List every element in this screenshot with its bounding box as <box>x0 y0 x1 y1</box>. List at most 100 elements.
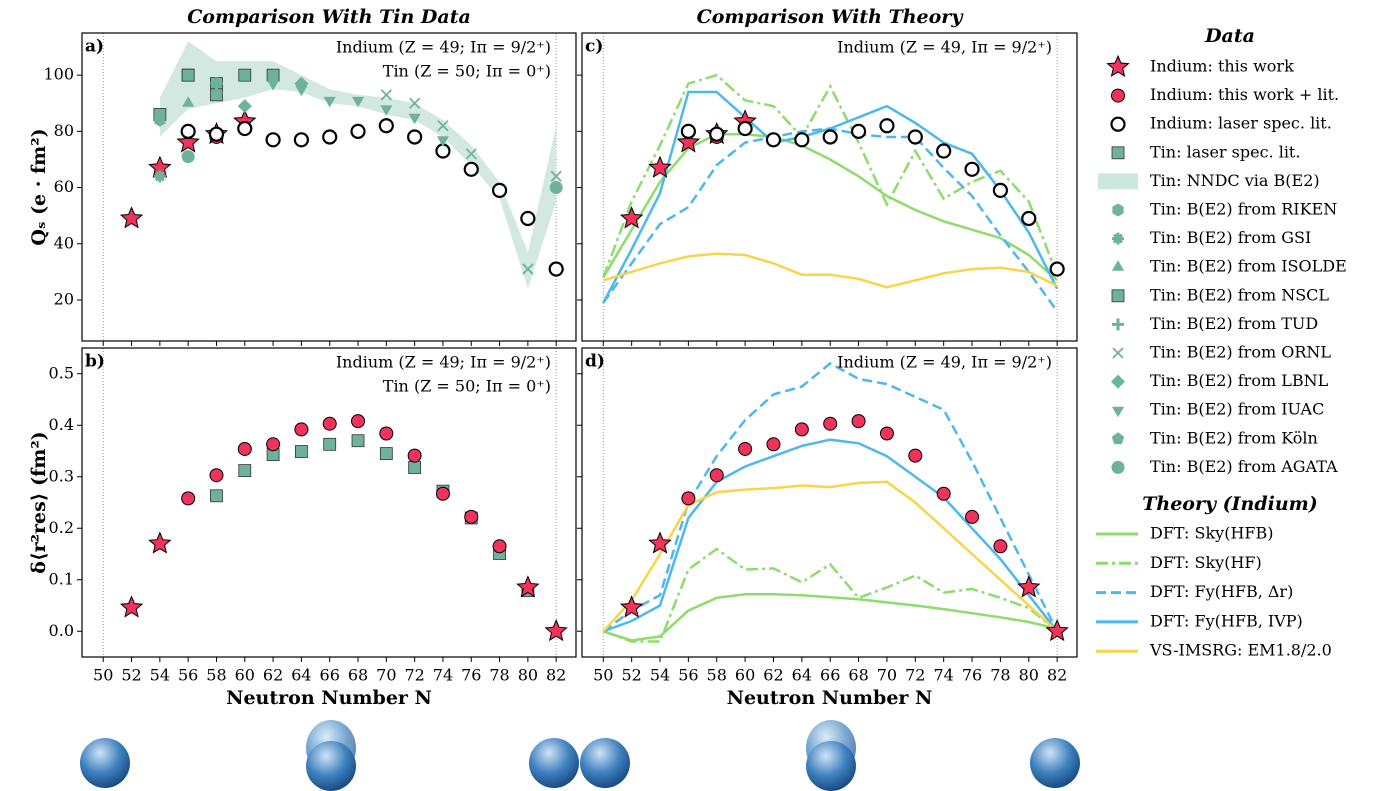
legend-label: DFT: Fy(HFB, Δr) <box>1150 582 1293 601</box>
circle-marker <box>181 150 195 164</box>
legend-label: VS-IMSRG: EM1.8/2.0 <box>1149 641 1332 660</box>
x-marker <box>437 120 449 132</box>
square-marker <box>266 68 280 82</box>
open-circle-marker <box>680 123 696 139</box>
star-marker <box>516 575 540 598</box>
triangle-down-marker <box>323 96 336 108</box>
y-tick-label: 80 <box>54 121 74 140</box>
x-tick-label: 74 <box>433 666 453 685</box>
x-tick-label: 78 <box>489 666 509 685</box>
plot-area <box>602 348 1069 657</box>
circle-marker <box>851 414 866 429</box>
theory-line <box>602 73 1059 278</box>
axes-frame <box>81 32 577 342</box>
x-tick-label: 62 <box>763 666 783 685</box>
hexagon-marker <box>154 113 166 127</box>
star-marker <box>119 595 144 618</box>
open-circle-marker <box>378 118 394 134</box>
triangle-marker <box>1111 260 1125 271</box>
legend-label: DFT: Fy(HFB, IVP) <box>1150 611 1303 630</box>
square-marker <box>408 461 422 474</box>
legend-label: Tin: B(E2) from AGATA <box>1150 457 1338 476</box>
annotation: Indium (Z = 49, Iπ = 9/2⁺) <box>837 353 1052 372</box>
x-tick-label: 72 <box>905 666 925 685</box>
open-circle-marker <box>936 143 952 159</box>
circle-marker <box>936 486 951 501</box>
circle-marker <box>294 422 309 437</box>
star-marker <box>619 206 644 229</box>
x-tick-label: 68 <box>348 666 368 685</box>
open-circle-marker <box>180 123 196 139</box>
annotation: Indium (Z = 49; Iπ = 9/2⁺) <box>336 353 551 372</box>
x-tick-label: 82 <box>1047 666 1067 685</box>
circle-marker <box>181 491 196 506</box>
x-axis-label: Neutron Number N <box>226 687 432 709</box>
legend-label: Tin: B(E2) from ISOLDE <box>1150 257 1347 276</box>
y-tick-label: 0.5 <box>49 363 74 382</box>
y-axis-label: Qₛ (e · fm²) <box>28 128 50 245</box>
x-marker <box>522 263 534 275</box>
circle-marker <box>879 426 894 441</box>
circle-marker <box>407 448 422 463</box>
triangle-down-marker <box>295 85 308 97</box>
legend-label: Tin: B(E2) from Köln <box>1150 428 1318 447</box>
open-circle-marker <box>548 261 564 277</box>
diamond-marker <box>1111 374 1125 389</box>
cross-marker <box>153 170 166 183</box>
circle-marker <box>379 426 394 441</box>
open-circle-marker <box>322 129 338 145</box>
open-circle-marker <box>293 132 309 148</box>
panel-label: c) <box>585 37 603 57</box>
x-marker <box>408 97 421 109</box>
x-tick-label: 82 <box>546 666 566 685</box>
x-tick-label: 74 <box>933 666 953 685</box>
legend-label: Indium: this work + lit. <box>1150 85 1339 104</box>
x-tick-label: 64 <box>792 666 812 685</box>
x-tick-label: 50 <box>93 666 113 685</box>
annotation: Tin (Z = 50; Iπ = 0⁺) <box>383 62 551 81</box>
circle-marker <box>435 486 450 501</box>
square-marker <box>181 68 195 82</box>
panel-label: b) <box>85 352 105 372</box>
x-tick-label: 70 <box>376 666 396 685</box>
open-circle-marker <box>1049 261 1065 277</box>
plot-area <box>102 33 564 341</box>
open-circle-marker <box>1110 116 1126 132</box>
x-tick-label: 68 <box>848 666 868 685</box>
triangle-marker <box>182 96 195 107</box>
x-tick-label: 76 <box>461 666 481 685</box>
circle-marker <box>823 416 838 431</box>
square-marker <box>294 445 308 458</box>
circle-marker <box>464 509 479 524</box>
annotation: Tin (Z = 50; Iπ = 0⁺) <box>383 377 551 396</box>
x-tick-label: 56 <box>178 666 198 685</box>
plot-area <box>602 33 1065 341</box>
y-tick-label: 0.0 <box>49 621 74 640</box>
open-circle-marker <box>822 129 838 145</box>
nuclear-shapes <box>80 720 1080 791</box>
x-tick-label: 52 <box>621 666 641 685</box>
square-marker <box>210 489 223 503</box>
x-marker <box>465 148 477 160</box>
x-tick-label: 60 <box>235 666 255 685</box>
star-marker <box>1106 54 1130 77</box>
open-circle-marker <box>463 161 479 177</box>
circle-marker <box>709 468 724 483</box>
open-circle-marker <box>491 182 508 198</box>
open-circle-marker <box>1021 210 1037 227</box>
square-marker <box>323 437 337 451</box>
circle-marker <box>266 437 281 452</box>
open-circle-marker <box>879 118 895 134</box>
theory-line <box>602 90 1059 304</box>
open-circle-marker <box>709 126 725 142</box>
pentagon-marker <box>1111 432 1125 445</box>
triangle-down-marker <box>267 80 280 91</box>
theory-line <box>602 438 1059 633</box>
axes-frame <box>581 347 1078 658</box>
theory-line <box>602 547 1058 643</box>
hexagon-marker <box>1112 203 1124 217</box>
circle-marker <box>965 509 980 524</box>
triangle-down-marker <box>408 113 421 125</box>
square-marker <box>379 447 393 460</box>
circle-marker <box>492 539 507 554</box>
